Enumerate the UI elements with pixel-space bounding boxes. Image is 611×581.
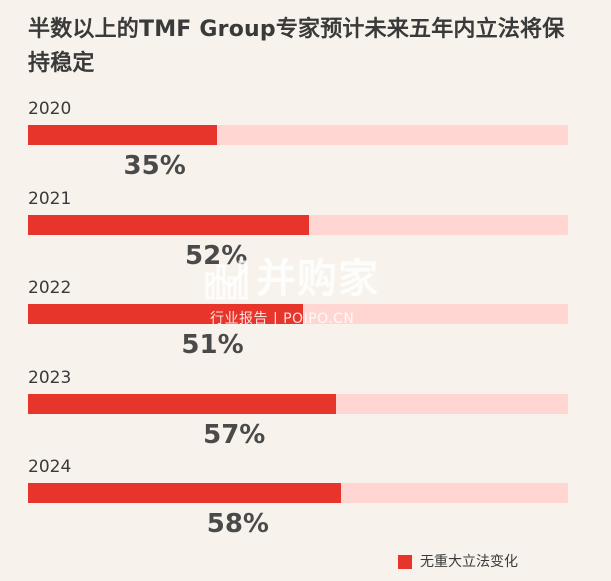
bar-track (28, 393, 568, 414)
bar-row: 2023 57% (0, 368, 611, 458)
bar-track (28, 125, 568, 145)
bar (28, 483, 342, 503)
category-label: 2022 (28, 278, 72, 298)
bar (28, 393, 336, 414)
data-label: 51% (181, 330, 244, 360)
bar-row: 2021 52% (0, 189, 611, 279)
bar (28, 125, 217, 145)
data-label: 57% (203, 419, 266, 450)
data-label: 58% (206, 509, 269, 539)
category-label: 2023 (28, 367, 72, 388)
bar-track (28, 304, 568, 324)
legend-label: 无重大立法变化 (420, 554, 518, 570)
chart-title: 半数以上的TMF Group专家预计未来五年内立法将保持稳定 (28, 17, 565, 76)
data-label: 35% (123, 151, 186, 181)
bar-row: 2020 35% (0, 99, 611, 189)
bar-row: 2022 51% (0, 278, 611, 368)
bar (28, 304, 304, 324)
category-label: 2021 (28, 188, 72, 209)
legend: 无重大立法变化 (398, 552, 518, 572)
bar (28, 214, 309, 235)
bar-track (28, 483, 568, 503)
bar-row: 2024 58% (0, 457, 611, 547)
data-label: 52% (185, 240, 248, 271)
category-label: 2020 (28, 99, 72, 119)
bar-track (28, 214, 568, 235)
legend-swatch (398, 555, 412, 569)
category-label: 2024 (28, 457, 72, 477)
